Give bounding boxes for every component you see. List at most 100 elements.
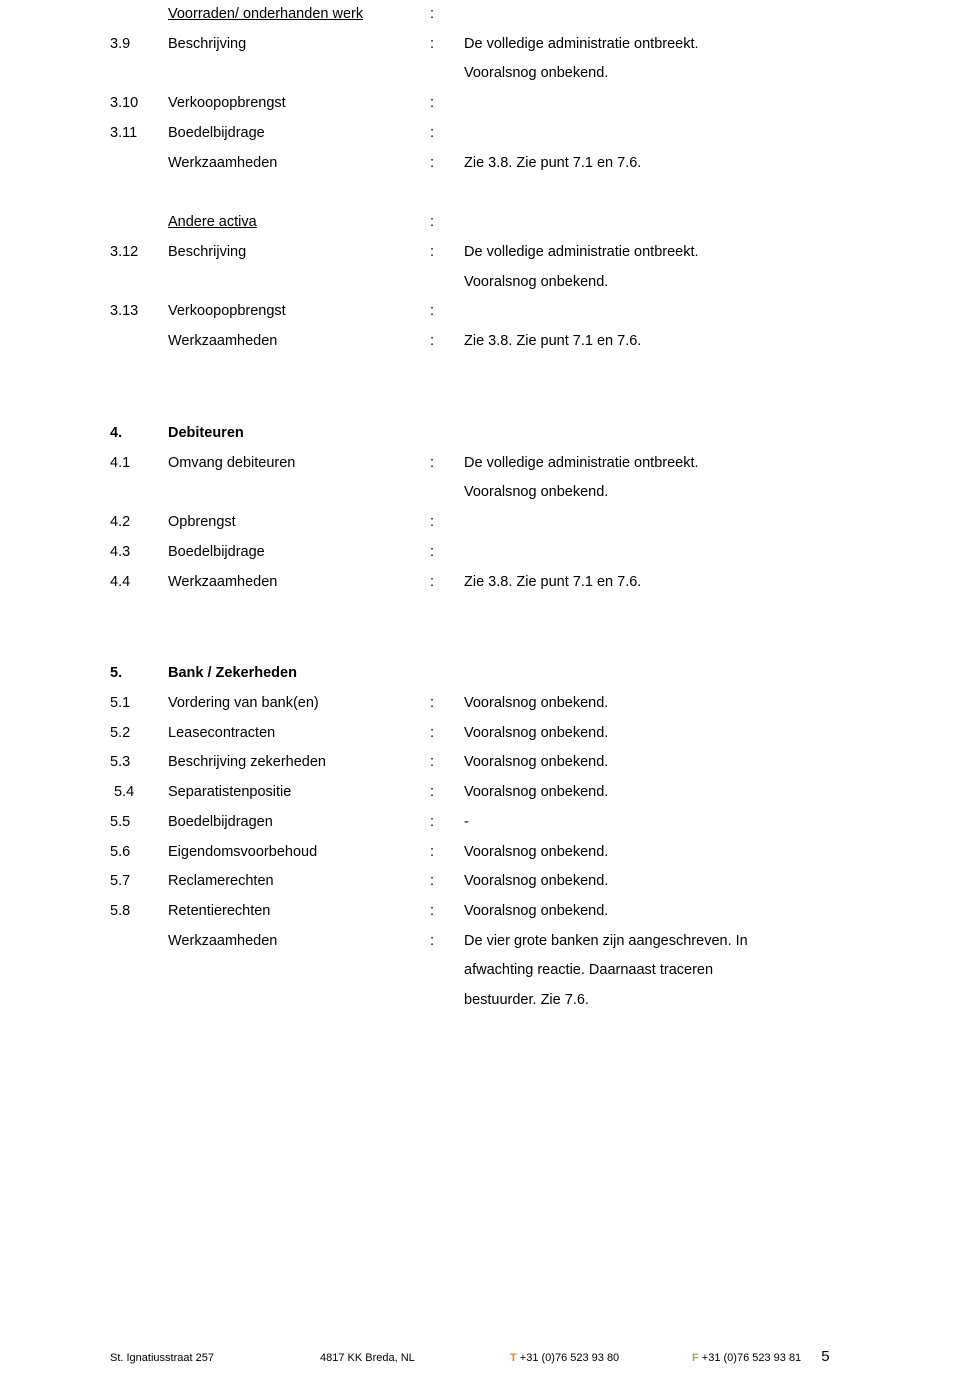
- colon: :: [430, 897, 464, 927]
- item-value: Vooralsnog onbekend.: [464, 268, 850, 298]
- section-title: Debiteuren: [168, 419, 430, 449]
- item-value: Vooralsnog onbekend.: [464, 867, 850, 897]
- item-number: 5.3: [110, 748, 168, 778]
- item-label: Retentierechten: [168, 897, 430, 927]
- item-number: 3.9: [110, 30, 168, 60]
- spacer: [110, 597, 850, 659]
- item-value: Vooralsnog onbekend.: [464, 748, 850, 778]
- row-4-4: 4.4 Werkzaamheden : Zie 3.8. Zie punt 7.…: [110, 568, 850, 598]
- row-5-4: 5.4 Separatistenpositie : Vooralsnog onb…: [110, 778, 850, 808]
- item-value: Vooralsnog onbekend.: [464, 778, 850, 808]
- colon: :: [430, 538, 464, 568]
- colon: :: [430, 149, 464, 179]
- item-number: 3.11: [110, 119, 168, 149]
- item-value: Vooralsnog onbekend.: [464, 478, 850, 508]
- item-label: Separatistenpositie: [168, 778, 430, 808]
- colon: :: [430, 838, 464, 868]
- section-title: Andere activa: [168, 208, 430, 238]
- item-label: Werkzaamheden: [168, 927, 430, 957]
- colon: :: [430, 508, 464, 538]
- row-3-9: 3.9 Beschrijving : De volledige administ…: [110, 30, 850, 60]
- colon: :: [430, 208, 464, 238]
- item-value: Zie 3.8. Zie punt 7.1 en 7.6.: [464, 149, 850, 179]
- item-label: Boedelbijdrage: [168, 119, 430, 149]
- section-number: 4.: [110, 419, 168, 449]
- colon: :: [430, 689, 464, 719]
- item-label: Eigendomsvoorbehoud: [168, 838, 430, 868]
- item-label: Werkzaamheden: [168, 149, 430, 179]
- section-header-voorraden: Voorraden/ onderhanden werk :: [110, 0, 850, 30]
- row-werkzaamheden-3-cont2: bestuurder. Zie 7.6.: [110, 986, 850, 1016]
- colon: :: [430, 30, 464, 60]
- row-werkzaamheden-2: Werkzaamheden : Zie 3.8. Zie punt 7.1 en…: [110, 327, 850, 357]
- spacer: [110, 357, 850, 419]
- item-label: Leasecontracten: [168, 719, 430, 749]
- item-value: Zie 3.8. Zie punt 7.1 en 7.6.: [464, 327, 850, 357]
- section-header-bank-zekerheden: 5. Bank / Zekerheden: [110, 659, 850, 689]
- row-3-12: 3.12 Beschrijving : De volledige adminis…: [110, 238, 850, 268]
- colon: :: [430, 778, 464, 808]
- row-werkzaamheden-3-cont: afwachting reactie. Daarnaast traceren: [110, 956, 850, 986]
- colon: :: [430, 119, 464, 149]
- colon: :: [430, 808, 464, 838]
- page-number: 5: [801, 1348, 829, 1365]
- colon: :: [430, 238, 464, 268]
- row-5-2: 5.2 Leasecontracten : Vooralsnog onbeken…: [110, 719, 850, 749]
- row-5-3: 5.3 Beschrijving zekerheden : Vooralsnog…: [110, 748, 850, 778]
- item-label: Boedelbijdragen: [168, 808, 430, 838]
- item-value: -: [464, 808, 850, 838]
- item-number: 5.2: [110, 719, 168, 749]
- row-3-13: 3.13 Verkoopopbrengst :: [110, 297, 850, 327]
- item-label: Omvang debiteuren: [168, 449, 430, 479]
- row-werkzaamheden-3: Werkzaamheden : De vier grote banken zij…: [110, 927, 850, 957]
- item-value: Vooralsnog onbekend.: [464, 689, 850, 719]
- footer-fax-number: +31 (0)76 523 93 81: [699, 1352, 801, 1364]
- item-label: Beschrijving: [168, 30, 430, 60]
- item-number: 3.13: [110, 297, 168, 327]
- item-value: afwachting reactie. Daarnaast traceren: [464, 956, 850, 986]
- footer-phone-prefix: T: [510, 1352, 517, 1364]
- item-label: Vordering van bank(en): [168, 689, 430, 719]
- item-label: Beschrijving: [168, 238, 430, 268]
- item-label: Opbrengst: [168, 508, 430, 538]
- item-value: De volledige administratie ontbreekt.: [464, 30, 850, 60]
- item-value: Vooralsnog onbekend.: [464, 59, 850, 89]
- row-4-2: 4.2 Opbrengst :: [110, 508, 850, 538]
- section-header-andere-activa: Andere activa :: [110, 208, 850, 238]
- item-number: 5.8: [110, 897, 168, 927]
- spacer: [110, 178, 850, 208]
- row-5-7: 5.7 Reclamerechten : Vooralsnog onbekend…: [110, 867, 850, 897]
- section-header-debiteuren: 4. Debiteuren: [110, 419, 850, 449]
- row-4-1: 4.1 Omvang debiteuren : De volledige adm…: [110, 449, 850, 479]
- row-4-3: 4.3 Boedelbijdrage :: [110, 538, 850, 568]
- section-number: 5.: [110, 659, 168, 689]
- item-value: Vooralsnog onbekend.: [464, 838, 850, 868]
- colon: :: [430, 0, 464, 30]
- row-5-6: 5.6 Eigendomsvoorbehoud : Vooralsnog onb…: [110, 838, 850, 868]
- colon: :: [430, 297, 464, 327]
- item-label: Werkzaamheden: [168, 327, 430, 357]
- row-4-1-cont: Vooralsnog onbekend.: [110, 478, 850, 508]
- row-werkzaamheden-1: Werkzaamheden : Zie 3.8. Zie punt 7.1 en…: [110, 149, 850, 179]
- footer-phone: T +31 (0)76 523 93 80: [510, 1352, 692, 1365]
- item-value: De vier grote banken zijn aangeschreven.…: [464, 927, 850, 957]
- colon: :: [430, 719, 464, 749]
- item-value: Vooralsnog onbekend.: [464, 719, 850, 749]
- item-label: Boedelbijdrage: [168, 538, 430, 568]
- item-number: 4.2: [110, 508, 168, 538]
- colon: :: [430, 449, 464, 479]
- footer-fax-prefix: F: [692, 1352, 699, 1364]
- row-3-10: 3.10 Verkoopopbrengst :: [110, 89, 850, 119]
- item-number: 3.12: [110, 238, 168, 268]
- colon: :: [430, 568, 464, 598]
- footer-address-city: 4817 KK Breda, NL: [320, 1352, 510, 1365]
- item-number: 4.1: [110, 449, 168, 479]
- item-label: Werkzaamheden: [168, 568, 430, 598]
- section-title: Voorraden/ onderhanden werk: [168, 0, 430, 30]
- item-number: 5.4: [110, 778, 168, 808]
- item-number: 5.7: [110, 867, 168, 897]
- item-value: Vooralsnog onbekend.: [464, 897, 850, 927]
- item-value: De volledige administratie ontbreekt.: [464, 449, 850, 479]
- item-number: 4.3: [110, 538, 168, 568]
- item-number: 5.1: [110, 689, 168, 719]
